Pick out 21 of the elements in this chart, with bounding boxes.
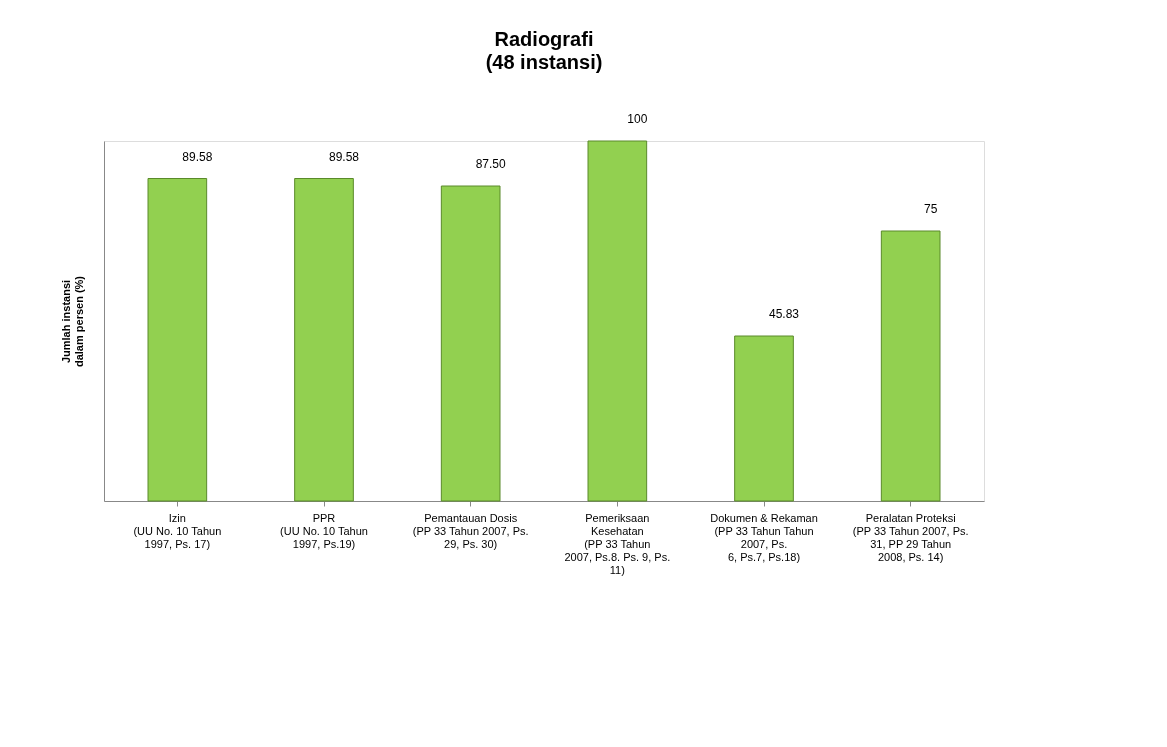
chart-title: Radiografi xyxy=(494,28,594,50)
bar xyxy=(294,178,354,502)
y-axis-title: Jumlah instansi dalam persen (%) xyxy=(59,275,85,368)
chart-subtitle: (48 instansi) xyxy=(485,51,603,73)
bar xyxy=(147,178,208,502)
x-tick-label: Dokumen & Rekaman (PP 33 Tahun Tahun 2007, Ps. 6, Ps.7, Ps.18) xyxy=(710,511,818,563)
bar xyxy=(440,185,501,502)
data-label: 89.58 xyxy=(182,149,213,164)
data-label: 45.83 xyxy=(768,307,800,322)
bar xyxy=(587,140,648,502)
x-tick-label: Pemantauan Dosis (PP 33 Tahun 2007, Ps. 29, Ps. 30) xyxy=(412,511,529,550)
bar xyxy=(880,230,941,502)
data-label: 75 xyxy=(923,202,938,216)
bar xyxy=(734,335,794,502)
x-tick-label: Peralatan Proteksi (PP 33 Tahun 2007, Ps. 31, PP 29 Tahun 2008, Ps. 14) xyxy=(852,511,969,563)
data-label: 89.58 xyxy=(328,149,360,164)
x-tick-label: Izin (UU No. 10 Tahun 1997, Ps. 17) xyxy=(133,511,222,550)
data-label: 87.50 xyxy=(475,157,507,171)
x-tick-label: PPR (UU No. 10 Tahun 1997, Ps.19) xyxy=(280,511,368,550)
data-label: 100 xyxy=(627,112,648,126)
x-tick-label: Pemeriksaan Kesehatan (PP 33 Tahun 2007, Ps.8. Ps. 9, Ps. 11) xyxy=(564,511,671,576)
